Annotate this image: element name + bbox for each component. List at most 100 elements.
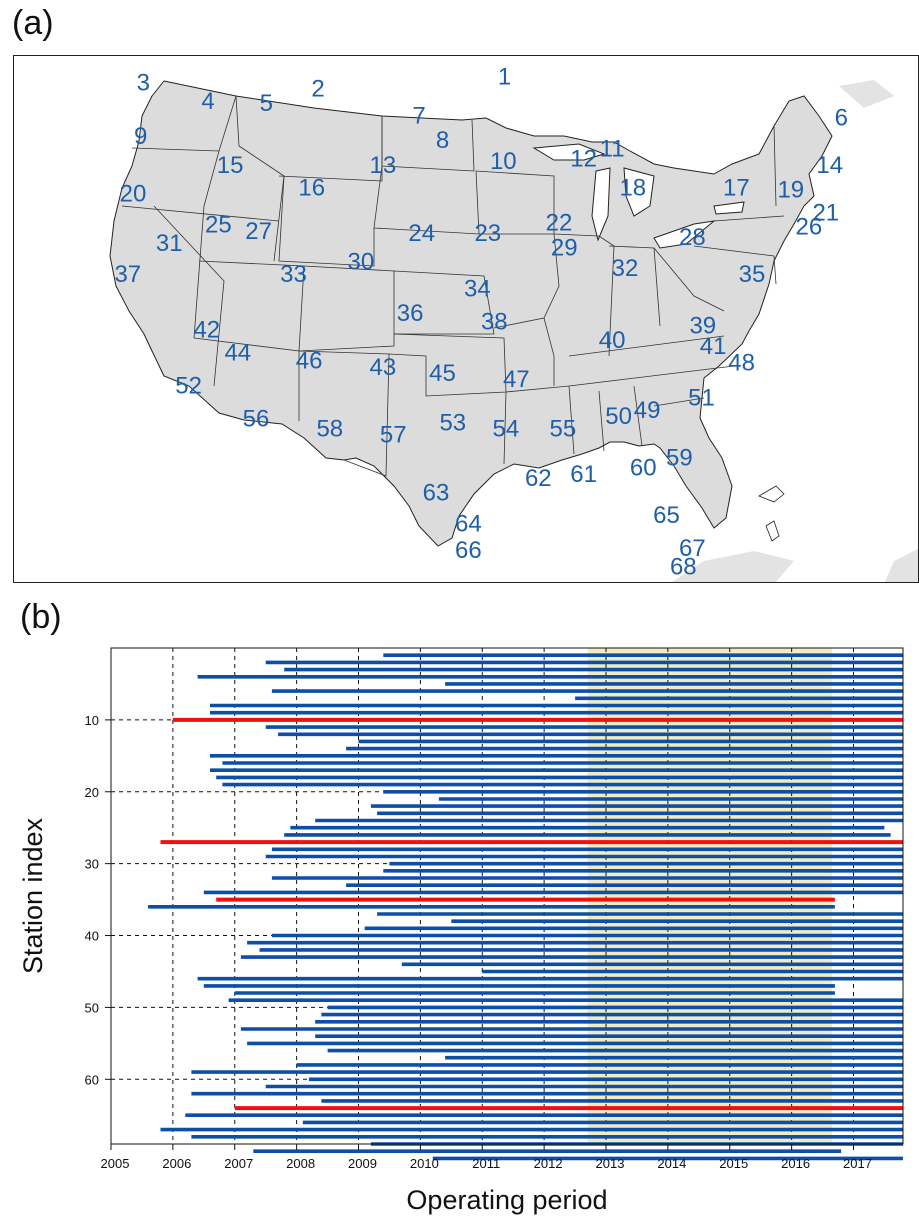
station-label: 65 [653, 502, 680, 529]
y-tick-label: 30 [85, 857, 99, 872]
y-tick-label: 20 [85, 785, 99, 800]
operating-period-chart: 2005 2006 2007 2008 2009 2010 2011 2012 2013 2014… [18, 647, 904, 1215]
x-tick-label: 2015 [719, 1156, 748, 1171]
station-map: 1 2 3 4 5 6 7 8 9 10 11 12 13 14 15 16 17 18 19 20 21 22 23 24 2… [13, 55, 919, 583]
station-label: 43 [370, 354, 397, 381]
station-label: 53 [439, 409, 466, 436]
lake-huron [623, 167, 655, 217]
station-label: 56 [243, 405, 270, 432]
x-tick-label: 2006 [162, 1156, 191, 1171]
x-tick-label: 2013 [596, 1156, 625, 1171]
station-bars [148, 653, 903, 1161]
station-label: 16 [298, 175, 325, 202]
lake-michigan [591, 167, 611, 242]
x-tick-label: 2012 [534, 1156, 563, 1171]
station-label: 66 [455, 537, 482, 564]
station-label: 36 [397, 300, 424, 327]
station-label: 60 [630, 455, 657, 482]
y-tick-label: 50 [85, 1000, 99, 1015]
plot-frame [110, 647, 904, 1145]
station-label: 52 [175, 372, 202, 399]
station-label: 3 [137, 70, 150, 97]
station-label: 64 [455, 510, 482, 537]
panel-label-b: (b) [20, 598, 62, 636]
station-label: 21 [812, 199, 839, 226]
station-label: 41 [700, 333, 727, 360]
station-label: 20 [120, 181, 147, 208]
station-label: 11 [600, 135, 625, 162]
station-label: 7 [412, 102, 425, 129]
station-label: 58 [316, 416, 343, 443]
x-tick-label: 2005 [101, 1156, 130, 1171]
station-label: 44 [224, 339, 251, 366]
station-label: 31 [156, 230, 183, 257]
y-tick-label: 60 [85, 1072, 99, 1087]
station-label: 37 [114, 261, 141, 288]
station-label: 13 [370, 152, 397, 179]
x-tick-label: 2017 [843, 1156, 872, 1171]
station-label: 33 [280, 261, 307, 288]
station-label: 12 [570, 146, 597, 173]
island [765, 520, 780, 542]
station-label: 39 [689, 313, 716, 340]
neighbor-land-northeast [839, 80, 894, 108]
station-label: 50 [605, 403, 632, 430]
station-label: 67 [679, 535, 706, 562]
station-label: 26 [796, 214, 823, 241]
station-label: 32 [612, 255, 639, 282]
lake-erie [653, 220, 716, 249]
station-label: 9 [134, 123, 147, 150]
lake-ontario [713, 201, 745, 215]
station-label: 2 [311, 76, 324, 103]
station-label: 5 [260, 90, 273, 117]
station-label: 17 [723, 175, 750, 202]
station-label: 22 [546, 210, 573, 237]
station-label: 54 [493, 416, 520, 443]
station-label: 23 [474, 220, 501, 247]
y-axis-ticks: 10 20 30 40 50 60 [85, 713, 111, 1087]
y-axis-title: Station index [18, 817, 48, 974]
station-label: 38 [481, 308, 508, 335]
x-tick-label: 2016 [781, 1156, 810, 1171]
station-label: 34 [464, 276, 491, 303]
station-label: 48 [728, 350, 755, 377]
station-label: 10 [490, 148, 517, 175]
y-tick-label: 40 [85, 929, 99, 944]
x-tick-label: 2007 [224, 1156, 253, 1171]
island [758, 485, 785, 503]
station-label: 45 [429, 360, 456, 387]
station-label: 14 [816, 152, 843, 179]
x-tick-label: 2010 [410, 1156, 439, 1171]
shaded-period [587, 648, 832, 1144]
station-label: 4 [201, 88, 214, 115]
station-label: 30 [348, 249, 375, 276]
state-borders [121, 95, 785, 477]
station-label: 59 [666, 444, 693, 471]
station-label: 27 [245, 218, 272, 245]
station-label: 28 [679, 224, 706, 251]
station-label: 49 [634, 397, 661, 424]
station-label: 29 [551, 234, 578, 261]
x-tick-label: 2014 [657, 1156, 686, 1171]
panel-label-a: (a) [12, 4, 54, 42]
x-tick-label: 2008 [286, 1156, 315, 1171]
station-label: 15 [217, 152, 244, 179]
neighbor-land-southeast [884, 549, 918, 582]
station-label: 24 [408, 220, 435, 247]
station-label: 42 [193, 317, 220, 344]
station-label: 35 [739, 261, 766, 288]
station-label: 55 [550, 416, 577, 443]
y-tick-label: 10 [85, 713, 99, 728]
station-label: 46 [296, 348, 323, 375]
station-label: 25 [205, 212, 232, 239]
station-label: 57 [380, 422, 407, 449]
x-axis-title: Operating period [406, 1185, 607, 1215]
station-label: 63 [423, 479, 450, 506]
lake-superior [532, 143, 606, 161]
station-label: 8 [436, 127, 449, 154]
station-label: 61 [570, 461, 597, 488]
station-label: 19 [777, 177, 804, 204]
neighbor-land-cuba [672, 551, 794, 582]
